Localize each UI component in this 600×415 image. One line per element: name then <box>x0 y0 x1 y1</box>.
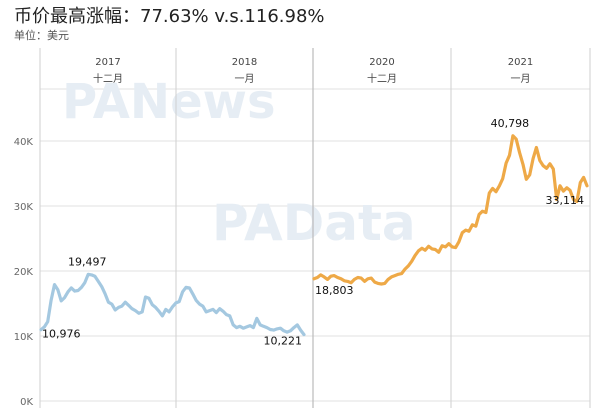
data-labels: 10,976 19,497 10,221 18,803 40,798 33,114 <box>42 117 584 348</box>
series-line-0 <box>39 272 306 337</box>
column-dividers <box>39 48 591 408</box>
plot-background <box>40 48 590 408</box>
data-label-0-0: 10,976 <box>42 328 81 341</box>
y-tick-label-0: 0K <box>20 397 33 408</box>
column-header-month-3: 一月 <box>511 73 531 85</box>
data-label-1-1: 40,798 <box>491 117 530 130</box>
y-tick-label-2: 20K <box>14 267 34 278</box>
watermark-panews: PANews <box>62 74 276 130</box>
series-lines <box>39 134 589 337</box>
y-tick-label-3: 30K <box>14 202 34 213</box>
column-header-year-2021: 2021 <box>508 57 533 68</box>
column-header-year-2017: 2017 <box>95 57 120 68</box>
chart-title: 币价最高涨幅：77.63% v.s.116.98% <box>14 6 325 27</box>
column-header-year-2018: 2018 <box>232 57 257 68</box>
column-header-month-2: 十二月 <box>367 72 397 85</box>
y-tick-label-4: 40K <box>14 137 34 148</box>
plot-area <box>40 48 590 408</box>
column-header-month-1: 一月 <box>235 73 255 85</box>
chart-subtitle: 单位：美元 <box>14 29 69 42</box>
watermark-padata: PAData <box>212 194 416 252</box>
data-label-1-0: 18,803 <box>315 284 354 297</box>
y-axis-ticks: 0K 10K 20K 30K 40K <box>14 137 34 408</box>
column-header-year-2020: 2020 <box>369 57 394 68</box>
y-tick-label-1: 10K <box>14 332 34 343</box>
column-headers: 2017 十二月 2018 一月 2020 十二月 2021 一月 <box>93 57 533 85</box>
data-label-0-2: 10,221 <box>264 335 303 348</box>
watermark-layer: PANews PAData <box>62 74 416 252</box>
gridlines <box>40 88 590 402</box>
data-label-1-2: 33,114 <box>546 194 585 207</box>
data-label-0-1: 19,497 <box>68 255 107 268</box>
series-line-1 <box>312 134 589 286</box>
column-header-month-0: 十二月 <box>93 72 123 85</box>
